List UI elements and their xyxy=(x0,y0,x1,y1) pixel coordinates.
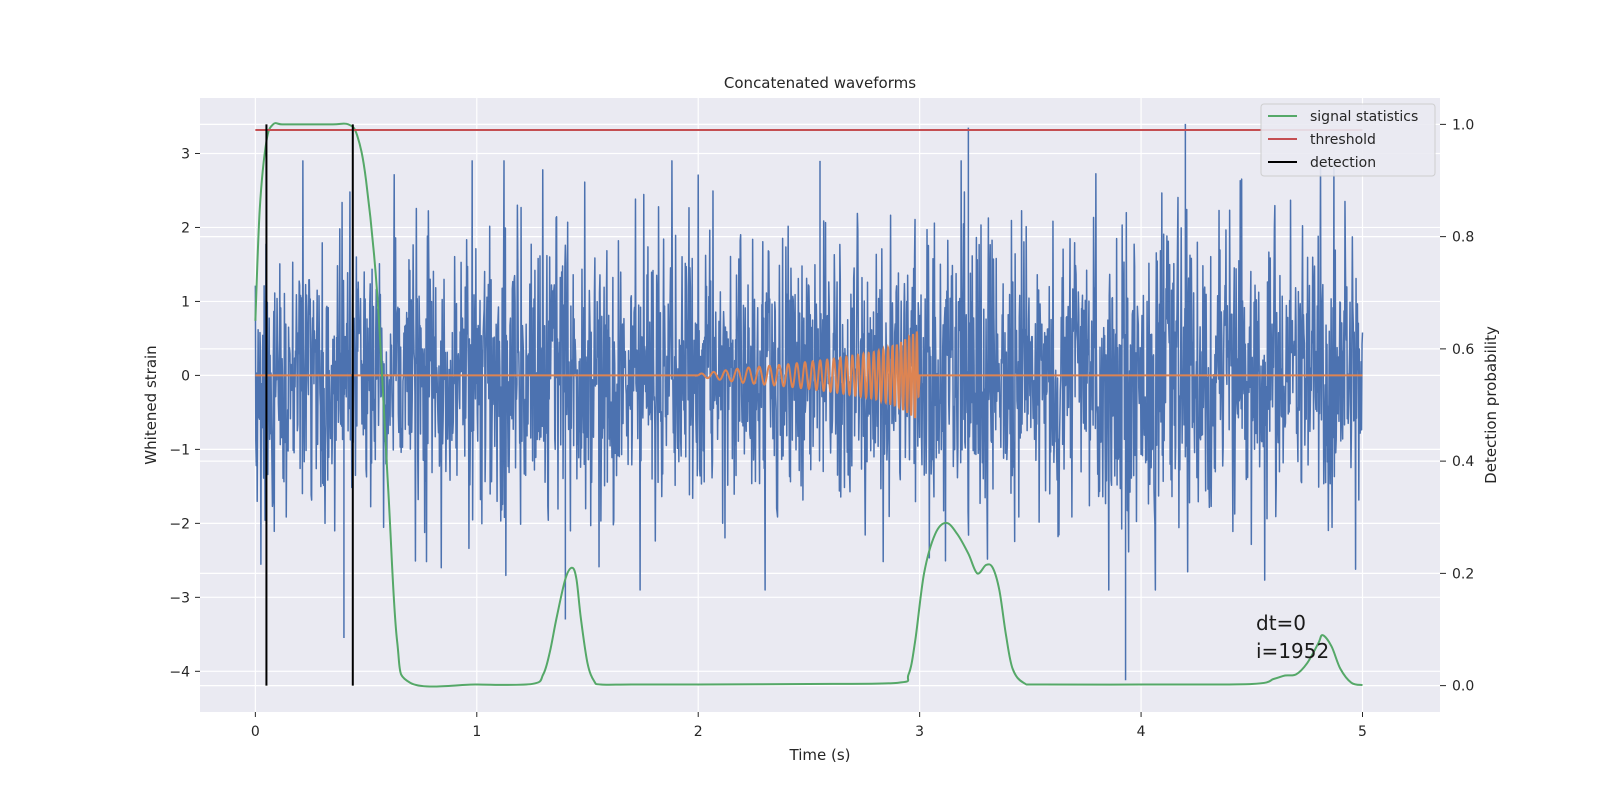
legend-box xyxy=(1260,103,1436,177)
x-tick-label: 3 xyxy=(915,724,924,740)
y-right-tick-label: 0.8 xyxy=(1452,230,1474,246)
y-axis-right-label: Detection probability xyxy=(1482,326,1500,484)
signal-statistics-line xyxy=(254,122,1363,688)
annotation-dt: dt=0 xyxy=(1256,611,1306,635)
legend-label-threshold: threshold xyxy=(1310,132,1376,148)
x-tick-label: 1 xyxy=(472,724,481,740)
injected-waveform-line xyxy=(255,331,1363,419)
y-right-tick-label: 0.6 xyxy=(1452,342,1474,358)
y-right-tick-label: 0.4 xyxy=(1452,454,1474,470)
legend-label-signal-statistics: signal statistics xyxy=(1310,109,1418,125)
y-right-tick-label: 0.2 xyxy=(1452,566,1474,582)
strain-noise-line xyxy=(254,123,1364,681)
x-tick-label: 4 xyxy=(1137,724,1146,740)
x-tick-label: 2 xyxy=(694,724,703,740)
y-tick-label: 0 xyxy=(181,368,190,384)
y-axis-label: Whitened strain xyxy=(142,345,160,464)
y-tick-label: −3 xyxy=(169,590,190,606)
chart-title: Concatenated waveforms xyxy=(724,74,916,92)
y-tick-label: 2 xyxy=(181,220,190,236)
y-right-tick-label: 1.0 xyxy=(1452,117,1474,133)
y-tick-label: −4 xyxy=(169,664,190,680)
y-tick-label: −1 xyxy=(169,442,190,458)
x-tick-label: 5 xyxy=(1358,724,1367,740)
y-tick-label: 1 xyxy=(181,294,190,310)
y-tick-label: 3 xyxy=(181,146,190,162)
legend: signal statistics threshold detection xyxy=(1260,103,1436,177)
axis-ticks: 0 1 2 3 4 5 −4 −3 −2 −1 0 1 2 3 0.0 0.2 0.4 0.6 0.8 1.0 xyxy=(169,117,1474,740)
y-tick-label: −2 xyxy=(169,516,190,532)
legend-label-detection: detection xyxy=(1310,155,1376,171)
x-axis-label: Time (s) xyxy=(789,746,851,764)
x-tick-label: 0 xyxy=(251,724,260,740)
plot-series xyxy=(254,122,1364,688)
annotation-index: i=1952 xyxy=(1256,639,1329,663)
y-right-tick-label: 0.0 xyxy=(1452,679,1474,695)
